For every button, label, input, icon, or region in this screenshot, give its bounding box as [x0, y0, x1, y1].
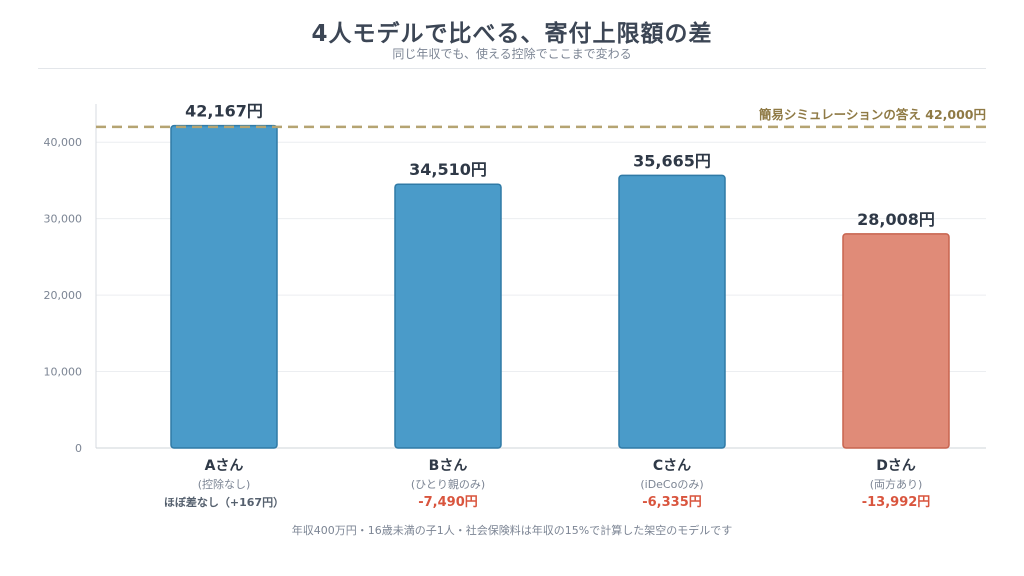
- y-tick-label: 40,000: [44, 136, 83, 149]
- difference-label: ほぼ差なし（+167円）: [164, 495, 284, 509]
- bar: [394, 183, 502, 449]
- bar: [618, 174, 726, 449]
- difference-label: -7,490円: [418, 495, 478, 510]
- y-tick-label: 30,000: [44, 213, 83, 226]
- x-category-note: (控除なし): [198, 477, 251, 491]
- reference-label: 簡易シミュレーションの答え 42,000円: [759, 107, 986, 122]
- y-tick-label: 0: [75, 442, 82, 455]
- bar-value-label: 35,665円: [633, 151, 711, 170]
- y-tick-label: 20,000: [44, 289, 83, 302]
- footnote: 年収400万円・16歳未満の子1人・社会保険料は年収の15%で計算した架空のモデ…: [291, 524, 733, 537]
- x-category-label: Bさん: [429, 458, 468, 474]
- title-divider: [38, 68, 986, 69]
- x-category-note: (iDeCoのみ): [640, 478, 703, 491]
- difference-label: -13,992円: [862, 495, 931, 510]
- bar-value-label: 34,510円: [409, 160, 487, 179]
- x-category-note: (ひとり親のみ): [411, 478, 485, 491]
- y-tick-label: 10,000: [44, 366, 83, 379]
- x-category-note: (両方あり): [870, 477, 923, 491]
- chart-subtitle: 同じ年収でも、使える控除でここまで変わる: [392, 47, 632, 61]
- x-category-label: Dさん: [876, 458, 916, 474]
- bar: [170, 124, 278, 449]
- bar-value-label: 28,008円: [857, 210, 935, 229]
- chart-title: 4人モデルで比べる、寄付上限額の差: [311, 21, 713, 47]
- x-category-label: Aさん: [205, 458, 244, 474]
- bar: [842, 233, 950, 449]
- bar-value-label: 42,167円: [185, 102, 263, 121]
- difference-label: -6,335円: [642, 495, 702, 510]
- x-category-label: Cさん: [653, 458, 691, 474]
